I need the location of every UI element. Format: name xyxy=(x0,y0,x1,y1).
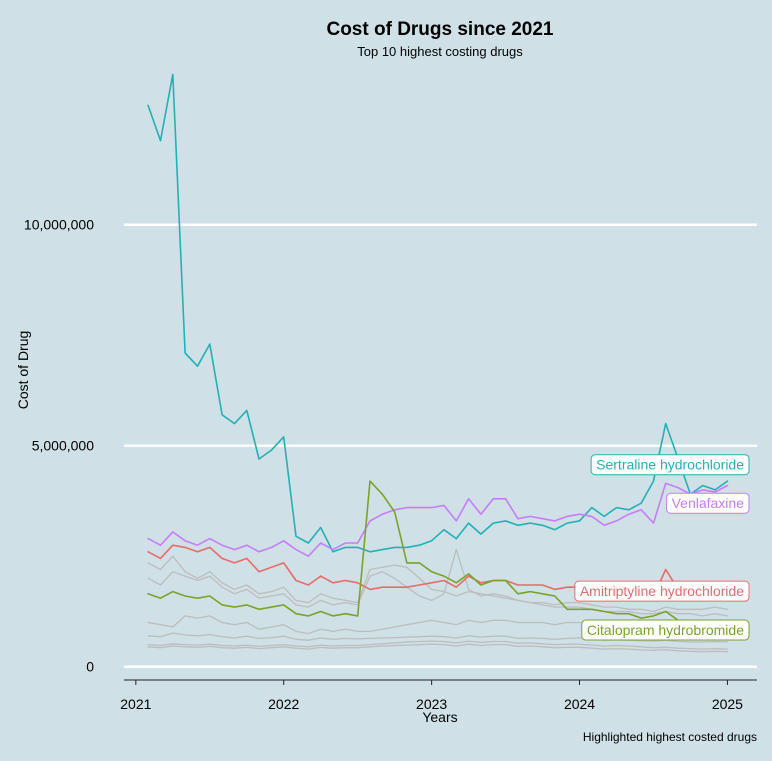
y-axis-ticks: 0 5,000,000 10,000,000 xyxy=(24,217,94,675)
series-label-box xyxy=(581,619,750,641)
chart-title: Cost of Drugs since 2021 xyxy=(326,19,553,40)
series-label-box xyxy=(574,580,750,602)
series-label-box xyxy=(666,492,750,514)
y-tick-label: 5,000,000 xyxy=(32,438,94,454)
grid-lines xyxy=(124,223,757,668)
series-label: Sertraline hydrochloride xyxy=(590,454,750,476)
y-axis-title: Cost of Drug xyxy=(15,331,31,410)
series-label: Venlafaxine xyxy=(666,492,750,514)
y-tick-label: 0 xyxy=(86,659,94,675)
x-tick-label: 2025 xyxy=(712,696,743,712)
x-tick-label: 2023 xyxy=(416,696,447,712)
x-tick-label: 2024 xyxy=(564,696,595,712)
chart-subtitle: Top 10 highest costing drugs xyxy=(357,44,523,59)
series-line-other-5 xyxy=(147,548,729,617)
x-tick-label: 2022 xyxy=(268,696,299,712)
series-line-other-9 xyxy=(147,643,729,653)
series-line-citalopram-hydrobromide xyxy=(147,480,729,628)
series-line-other-8 xyxy=(147,640,729,650)
series-line-venlafaxine xyxy=(147,482,729,558)
series-label-box xyxy=(590,454,750,476)
series-line-other-4 xyxy=(147,555,729,613)
series-labels: Sertraline hydrochloride Venlafaxine Amitr… xyxy=(574,454,750,641)
y-tick-label: 10,000,000 xyxy=(24,217,94,233)
series-label-text: Citalopram hydrobromide xyxy=(587,622,744,638)
series-label: Citalopram hydrobromide xyxy=(581,619,750,641)
x-tick-label: 2021 xyxy=(120,696,151,712)
chart-caption: Highlighted highest costed drugs xyxy=(583,730,757,744)
x-axis: 2021 2022 2023 2024 2025 xyxy=(120,679,757,712)
series-line-sertraline-hydrochloride xyxy=(147,73,729,553)
series-label-text: Venlafaxine xyxy=(672,495,745,511)
series-label-text: Amitriptyline hydrochloride xyxy=(580,583,744,599)
series-label: Amitriptyline hydrochloride xyxy=(574,580,750,602)
series-label-text: Sertraline hydrochloride xyxy=(596,457,744,473)
highlighted-series xyxy=(147,73,729,628)
x-axis-title: Years xyxy=(422,709,457,725)
